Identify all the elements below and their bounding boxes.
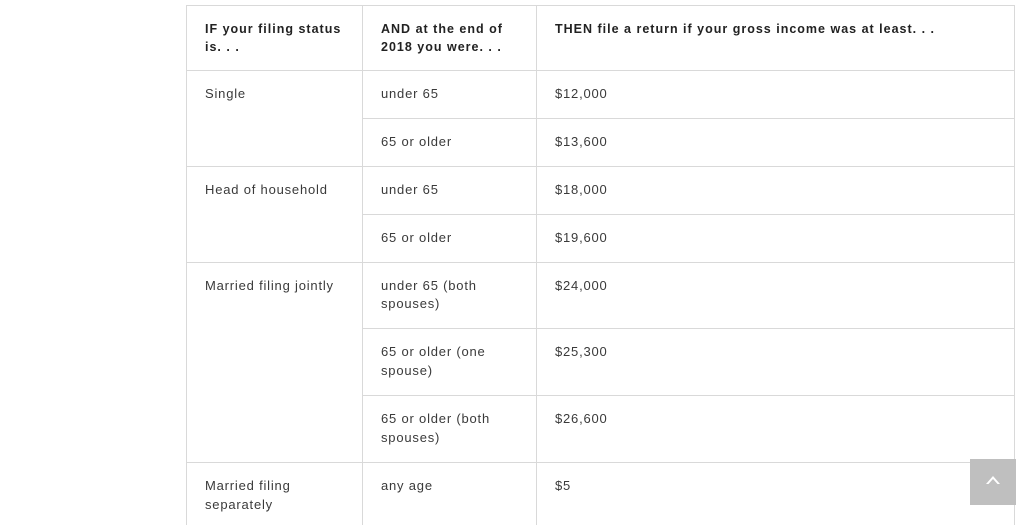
col-header-lead: THEN	[555, 22, 593, 36]
table-row: Married filing separately any age $5	[187, 462, 1015, 525]
table-row: Single under 65 $12,000	[187, 71, 1015, 119]
filing-threshold-table: IF your filing status is. . . AND at the…	[186, 5, 1015, 525]
table-header-row: IF your filing status is. . . AND at the…	[187, 6, 1015, 71]
cell-age: 65 or older	[363, 214, 537, 262]
cell-status: Head of household	[187, 166, 363, 262]
cell-age: under 65	[363, 166, 537, 214]
col-header-rest: your filing status is. . .	[205, 22, 341, 54]
cell-age: under 65 (both spouses)	[363, 262, 537, 329]
cell-threshold: $12,000	[537, 71, 1015, 119]
col-header-lead: IF	[205, 22, 218, 36]
cell-threshold: $13,600	[537, 119, 1015, 167]
cell-status: Married filing separately	[187, 462, 363, 525]
col-header-age: AND at the end of 2018 you were. . .	[363, 6, 537, 71]
cell-status: Married filing jointly	[187, 262, 363, 462]
col-header-lead: AND	[381, 22, 411, 36]
table-row: Married filing jointly under 65 (both sp…	[187, 262, 1015, 329]
cell-status: Single	[187, 71, 363, 167]
scroll-to-top-button[interactable]	[970, 459, 1016, 505]
cell-threshold: $5	[537, 462, 1015, 525]
cell-age: 65 or older	[363, 119, 537, 167]
cell-threshold: $19,600	[537, 214, 1015, 262]
col-header-rest: file a return if your gross income was a…	[593, 22, 935, 36]
table-row: Head of household under 65 $18,000	[187, 166, 1015, 214]
cell-age: any age	[363, 462, 537, 525]
col-header-status: IF your filing status is. . .	[187, 6, 363, 71]
cell-threshold: $25,300	[537, 329, 1015, 396]
arrow-up-icon	[983, 472, 1003, 492]
cell-threshold: $26,600	[537, 396, 1015, 463]
col-header-threshold: THEN file a return if your gross income …	[537, 6, 1015, 71]
cell-age: 65 or older (both spouses)	[363, 396, 537, 463]
cell-age: under 65	[363, 71, 537, 119]
cell-threshold: $24,000	[537, 262, 1015, 329]
cell-threshold: $18,000	[537, 166, 1015, 214]
cell-age: 65 or older (one spouse)	[363, 329, 537, 396]
